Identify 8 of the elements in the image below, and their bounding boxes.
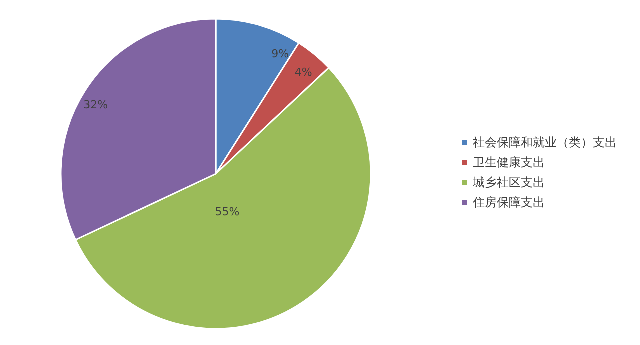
legend-label: 卫生健康支出 xyxy=(473,156,545,170)
data-label: 55% xyxy=(215,205,240,218)
legend-label: 住房保障支出 xyxy=(472,196,545,210)
data-label: 9% xyxy=(272,47,290,60)
data-label: 4% xyxy=(294,66,312,80)
data-label: 32% xyxy=(84,98,108,112)
legend-label: 社会保障和就业（类）支出 xyxy=(473,136,617,150)
legend-label: 城乡社区支出 xyxy=(472,176,545,190)
